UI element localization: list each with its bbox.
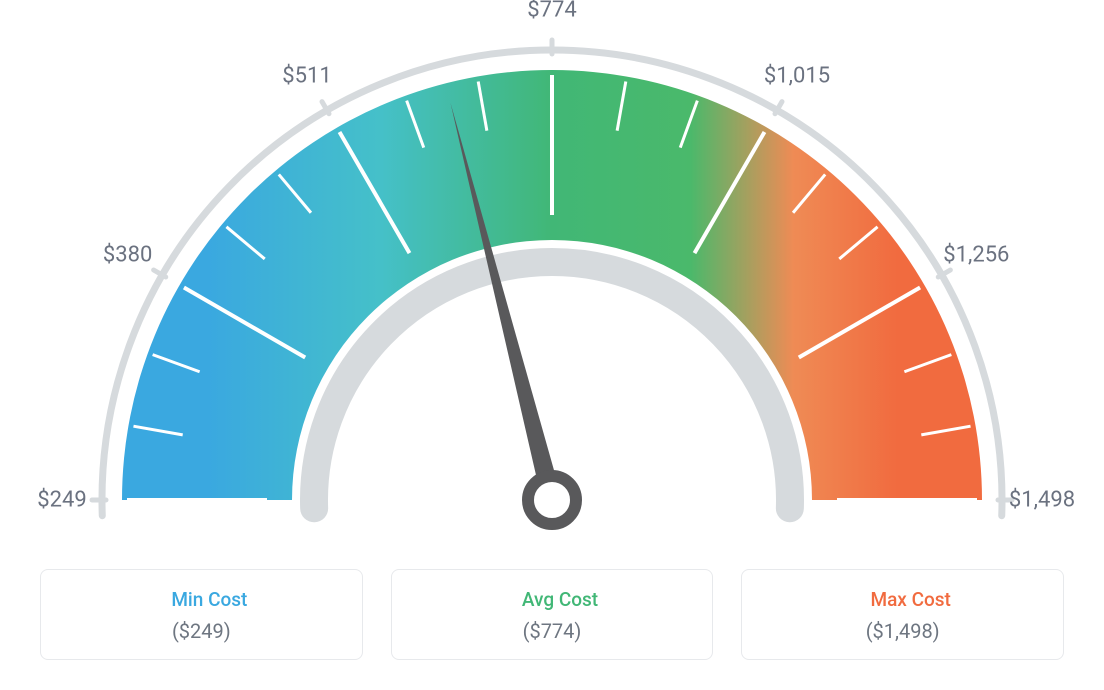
tick-label-5: $1,256 [943, 243, 1009, 268]
legend-value-max: ($1,498) [752, 619, 1053, 643]
legend-value-avg: ($774) [402, 619, 703, 643]
legend-card-min: Min Cost ($249) [40, 569, 363, 660]
gauge-svg [0, 0, 1104, 560]
legend-value-min: ($249) [51, 619, 352, 643]
tick-label-3: $774 [527, 0, 576, 23]
legend-row: Min Cost ($249) Avg Cost ($774) Max Cost ($1,… [40, 569, 1064, 660]
legend-label-max: Max Cost [752, 588, 1053, 611]
legend-label-min: Min Cost [51, 588, 352, 611]
tick-label-1: $380 [103, 243, 152, 268]
cost-gauge-container: $249 $380 $511 $774 $1,015 $1,256 $1,498 Min C… [0, 0, 1104, 690]
tick-label-0: $249 [37, 488, 86, 513]
legend-card-avg: Avg Cost ($774) [391, 569, 714, 660]
gauge-area: $249 $380 $511 $774 $1,015 $1,256 $1,498 [0, 0, 1104, 560]
tick-label-4: $1,015 [764, 63, 830, 88]
legend-label-avg: Avg Cost [402, 588, 703, 611]
legend-card-max: Max Cost ($1,498) [741, 569, 1064, 660]
tick-label-6: $1,498 [1009, 488, 1075, 513]
needle-hub [528, 476, 576, 524]
tick-label-2: $511 [282, 63, 331, 88]
